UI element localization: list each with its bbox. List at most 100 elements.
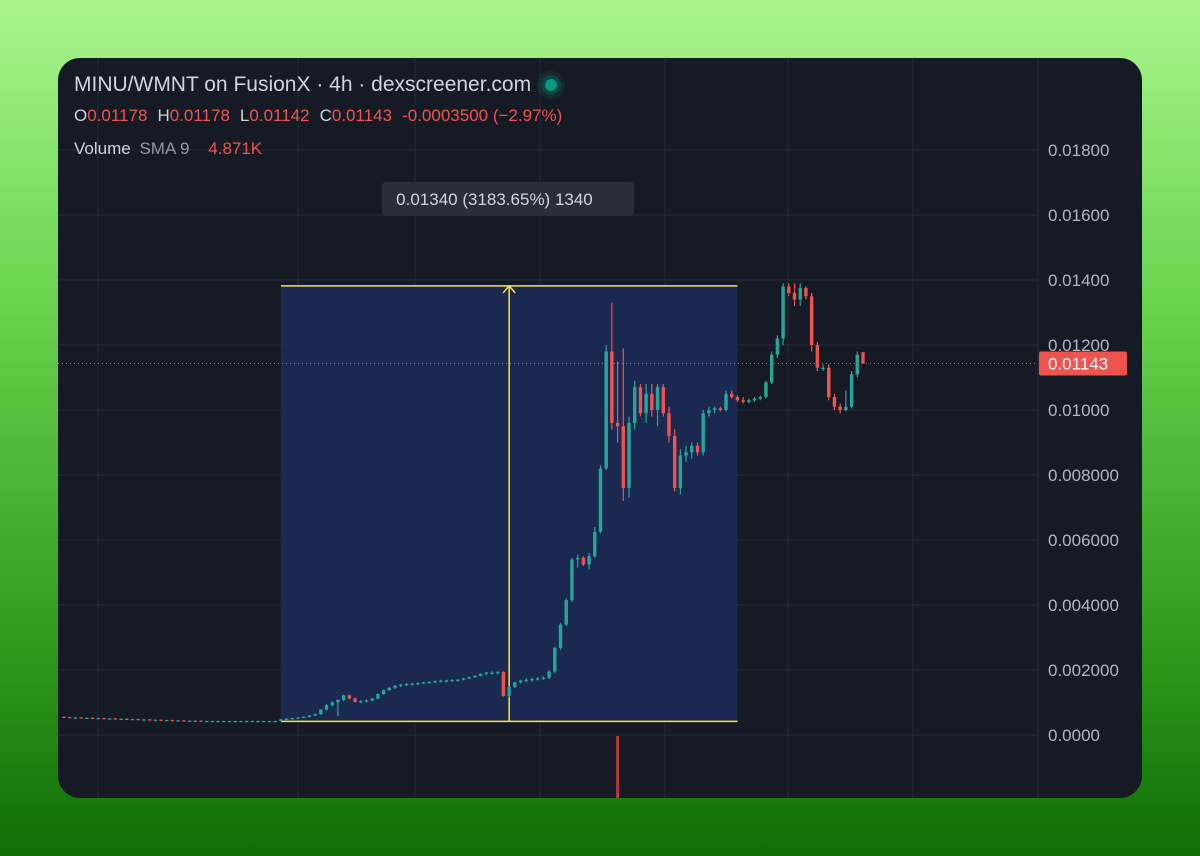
ohlc-close: C0.01143 [320,106,392,126]
candle-body-21 [182,720,186,722]
candle-body-0 [62,716,66,718]
candle-8 [107,718,112,720]
candle-94 [598,465,603,534]
candle-body-29 [227,721,232,723]
candle-body-86 [553,647,557,672]
candle-body-133 [821,367,825,369]
candle-body-41 [296,717,300,719]
candle-body-116 [724,393,728,410]
candle-17 [159,719,163,721]
candle-107 [672,429,677,492]
candle-100 [633,380,637,430]
candle-body-62 [416,683,420,685]
ohlc-legend: O0.01178 H0.01178 L0.01142 C0.01143 -0.0… [74,106,562,126]
candle-body-97 [615,423,620,427]
candle-0 [62,716,66,718]
candle-119 [741,397,745,404]
candle-body-132 [815,345,820,368]
candle-body-75 [490,672,494,674]
candle-body-63 [421,682,426,684]
candle-body-44 [313,714,317,716]
candle-132 [815,341,820,371]
candle-body-78 [507,686,511,696]
candle-body-17 [159,719,163,721]
candle-body-72 [473,675,477,678]
candle-body-28 [222,721,226,723]
candle-body-120 [747,400,751,402]
candle-131 [809,293,814,352]
candle-body-110 [690,445,694,453]
candle-95 [604,345,608,471]
candle-body-46 [324,705,329,710]
candle-103 [650,384,654,417]
candle-81 [524,678,528,683]
candle-71 [467,676,471,680]
measure-arrow-icon [502,284,516,294]
candle-body-85 [547,671,551,678]
candle-body-100 [633,387,637,423]
candle-30 [233,720,237,723]
candle-78 [507,686,511,698]
candle-83 [535,677,540,681]
candle-22 [187,720,192,722]
candle-76 [496,671,500,675]
candle-97 [615,361,620,443]
candle-body-82 [530,679,534,681]
candle-body-73 [478,673,483,676]
candle-body-103 [650,393,654,410]
candle-body-135 [832,397,837,407]
candle-73 [478,673,483,677]
price-tick-label-6: 0.01200 [1048,336,1109,355]
candle-body-122 [758,397,762,399]
price-tick-label-1: 0.002000 [1048,661,1119,680]
candle-31 [239,720,243,723]
measure-tooltip-label: 0.01340 (3183.65%) 1340 [396,190,593,209]
candlestick-chart[interactable]: 0.0000 0.002000 0.004000 0.006000 0.008000 0.… [58,58,1142,798]
candle-body-43 [307,715,312,717]
candle-body-109 [684,452,688,456]
candle-120 [747,398,751,404]
candle-33 [250,720,255,723]
candle-6 [96,717,100,720]
candle-body-49 [341,695,346,700]
candle-46 [324,704,329,711]
candle-114 [712,406,717,414]
candle-125 [775,335,780,358]
candle-14 [142,719,146,721]
price-axis[interactable]: 0.0000 0.002000 0.004000 0.006000 0.008000 0.… [1037,58,1119,798]
candle-19 [170,719,175,722]
candle-body-70 [461,678,466,680]
candle-body-74 [484,672,489,674]
candle-body-112 [701,413,705,453]
candle-body-69 [456,679,460,681]
ohlc-change: -0.0003500 (−2.97%) [402,106,563,125]
candles [62,283,865,723]
candle-body-123 [764,382,768,397]
candle-body-32 [244,721,249,723]
candle-1 [67,716,72,719]
candle-52 [359,699,363,704]
candle-body-84 [541,677,546,679]
measure-tooltip [382,182,635,216]
candle-body-91 [581,557,586,565]
candle-57 [387,686,392,691]
candle-body-77 [501,671,506,696]
candle-body-136 [838,406,842,410]
candle-61 [410,683,414,686]
candle-body-34 [256,721,260,723]
candle-body-98 [621,426,626,488]
candle-28 [222,720,226,723]
candle-body-125 [775,338,780,355]
candle-21 [182,720,186,722]
candle-body-30 [233,721,237,723]
candle-65 [433,680,437,683]
low-value: 0.01142 [249,106,310,125]
candle-55 [376,693,380,700]
candle-72 [473,675,477,678]
candle-130 [804,286,808,300]
measure-tool[interactable] [280,284,738,723]
candle-body-124 [769,354,774,383]
candle-44 [313,713,317,717]
candle-124 [769,351,774,384]
price-tick-label-9: 0.01800 [1048,141,1109,160]
